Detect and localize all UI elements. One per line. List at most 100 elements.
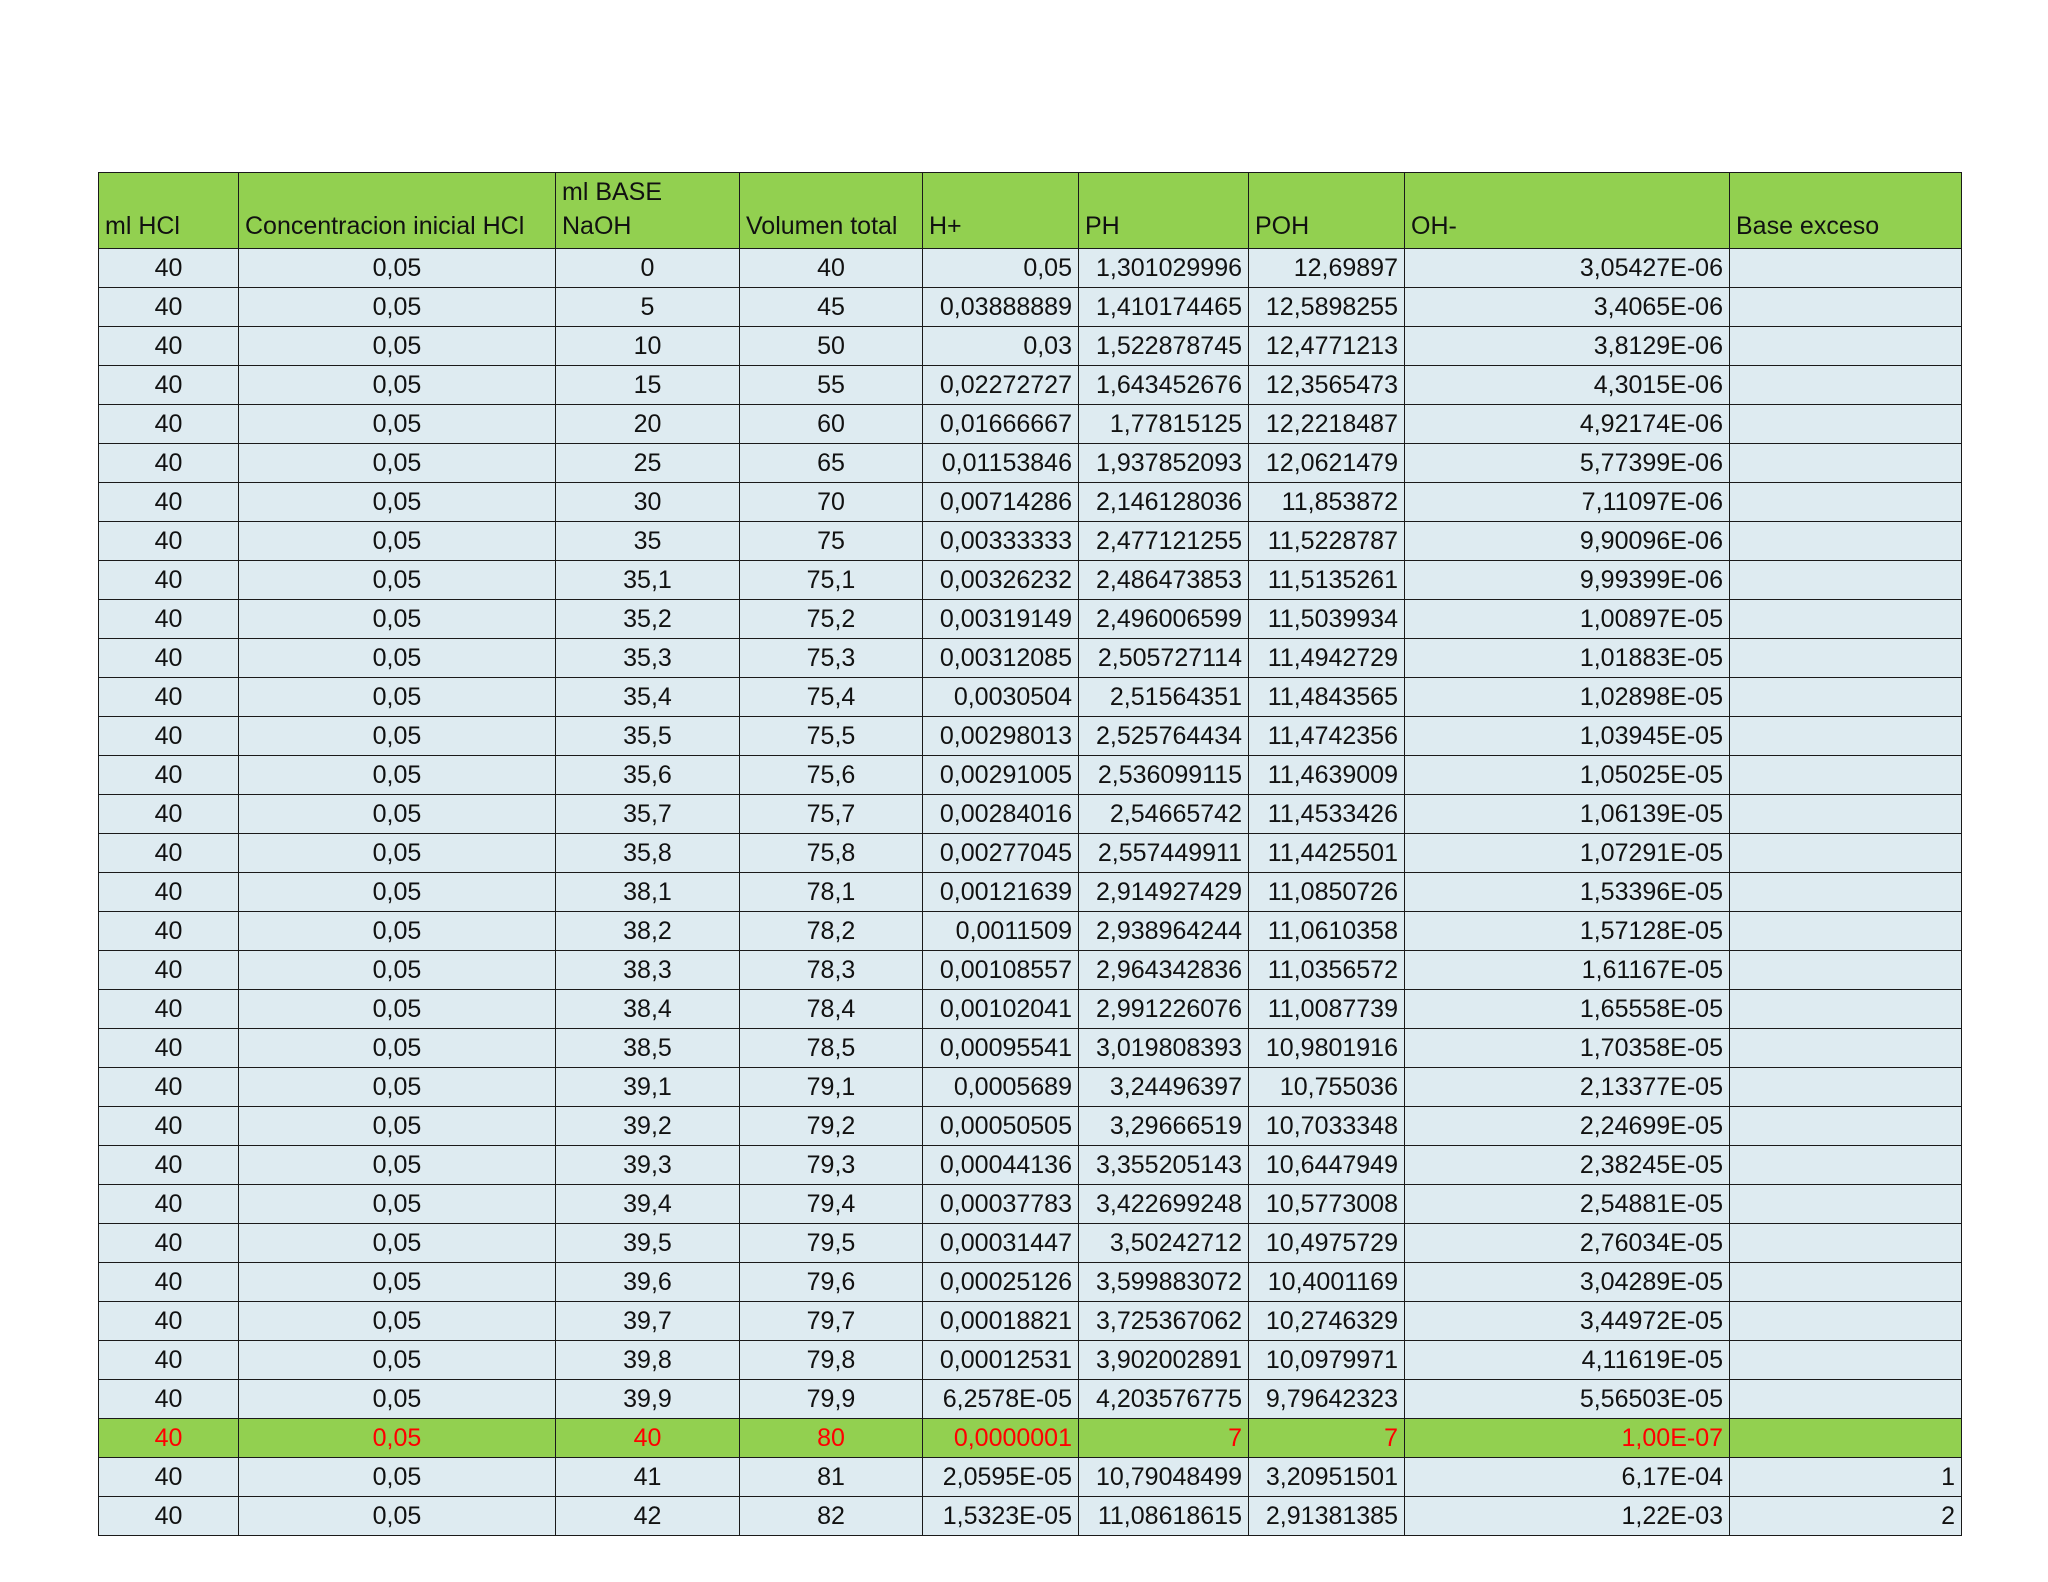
- cell-concentracion: 0,05: [238, 872, 556, 912]
- cell-ph: 2,964342836: [1078, 950, 1249, 990]
- cell-h-plus: 0,00284016: [922, 794, 1079, 834]
- cell-base-exceso: [1729, 599, 1962, 639]
- cell-ml-base: 15: [555, 365, 740, 405]
- header-row: ml HCl Concentracion inicial HCl ml BASE…: [98, 172, 1962, 249]
- cell-h-plus: 0,00326232: [922, 560, 1079, 600]
- cell-ph: 2,938964244: [1078, 911, 1249, 951]
- cell-ph: 3,422699248: [1078, 1184, 1249, 1224]
- table-body: 40 0,05 0 40 0,05 1,301029996 12,69897 3,05427E…: [98, 248, 1962, 1536]
- cell-h-plus: 0,0005689: [922, 1067, 1079, 1107]
- cell-ml-base: 39,6: [555, 1262, 740, 1302]
- cell-ph: 1,522878745: [1078, 326, 1249, 366]
- cell-ml-base: 41: [555, 1457, 740, 1497]
- cell-base-exceso: [1729, 1340, 1962, 1380]
- cell-volumen-total: 75,4: [739, 677, 923, 717]
- cell-volumen-total: 79,7: [739, 1301, 923, 1341]
- cell-ph: 10,79048499: [1078, 1457, 1249, 1497]
- cell-oh-minus: 3,44972E-05: [1404, 1301, 1730, 1341]
- cell-ml-hcl: 40: [98, 1301, 239, 1341]
- table-row: 40 0,05 25 65 0,01153846 1,937852093 12,062147…: [98, 443, 1962, 483]
- cell-ph: 3,355205143: [1078, 1145, 1249, 1185]
- cell-ml-base: 35,1: [555, 560, 740, 600]
- cell-oh-minus: 9,99399E-06: [1404, 560, 1730, 600]
- cell-poh: 11,5228787: [1248, 521, 1405, 561]
- cell-h-plus: 0,00312085: [922, 638, 1079, 678]
- cell-h-plus: 0,00025126: [922, 1262, 1079, 1302]
- cell-ml-base: 40: [555, 1418, 740, 1458]
- cell-ml-base: 35,5: [555, 716, 740, 756]
- cell-h-plus: 6,2578E-05: [922, 1379, 1079, 1419]
- cell-poh: 11,4425501: [1248, 833, 1405, 873]
- cell-concentracion: 0,05: [238, 1301, 556, 1341]
- cell-ml-hcl: 40: [98, 443, 239, 483]
- cell-h-plus: 0,00108557: [922, 950, 1079, 990]
- cell-concentracion: 0,05: [238, 521, 556, 561]
- cell-concentracion: 0,05: [238, 326, 556, 366]
- cell-volumen-total: 79,9: [739, 1379, 923, 1419]
- table-row: 40 0,05 35,8 75,8 0,00277045 2,557449911 11,44…: [98, 833, 1962, 873]
- cell-ml-hcl: 40: [98, 716, 239, 756]
- cell-ml-base: 30: [555, 482, 740, 522]
- header-base-exceso: Base exceso: [1729, 172, 1962, 249]
- table-row: 40 0,05 35,4 75,4 0,0030504 2,51564351 11,4843…: [98, 677, 1962, 717]
- header-ph: PH: [1078, 172, 1249, 249]
- cell-ml-hcl: 40: [98, 1379, 239, 1419]
- cell-concentracion: 0,05: [238, 1067, 556, 1107]
- cell-ml-base: 42: [555, 1496, 740, 1536]
- cell-base-exceso: 1: [1729, 1457, 1962, 1497]
- cell-h-plus: 0,00291005: [922, 755, 1079, 795]
- cell-concentracion: 0,05: [238, 911, 556, 951]
- cell-h-plus: 0,00031447: [922, 1223, 1079, 1263]
- cell-base-exceso: [1729, 326, 1962, 366]
- cell-poh: 10,0979971: [1248, 1340, 1405, 1380]
- cell-oh-minus: 3,8129E-06: [1404, 326, 1730, 366]
- cell-h-plus: 0,00714286: [922, 482, 1079, 522]
- cell-ml-hcl: 40: [98, 911, 239, 951]
- cell-ml-base: 35,6: [555, 755, 740, 795]
- cell-concentracion: 0,05: [238, 1106, 556, 1146]
- cell-base-exceso: [1729, 287, 1962, 327]
- cell-ph: 2,54665742: [1078, 794, 1249, 834]
- cell-ml-hcl: 40: [98, 404, 239, 444]
- cell-concentracion: 0,05: [238, 989, 556, 1029]
- cell-base-exceso: [1729, 638, 1962, 678]
- cell-ph: 3,50242712: [1078, 1223, 1249, 1263]
- cell-base-exceso: [1729, 1067, 1962, 1107]
- cell-ph: 2,525764434: [1078, 716, 1249, 756]
- cell-ml-hcl: 40: [98, 1028, 239, 1068]
- cell-base-exceso: [1729, 872, 1962, 912]
- table-row: 40 0,05 0 40 0,05 1,301029996 12,69897 3,05427E…: [98, 248, 1962, 288]
- cell-oh-minus: 1,53396E-05: [1404, 872, 1730, 912]
- cell-volumen-total: 75,7: [739, 794, 923, 834]
- cell-oh-minus: 2,76034E-05: [1404, 1223, 1730, 1263]
- cell-poh: 11,5039934: [1248, 599, 1405, 639]
- cell-volumen-total: 79,2: [739, 1106, 923, 1146]
- cell-ph: 1,301029996: [1078, 248, 1249, 288]
- cell-h-plus: 0,05: [922, 248, 1079, 288]
- cell-concentracion: 0,05: [238, 1028, 556, 1068]
- cell-ml-base: 39,5: [555, 1223, 740, 1263]
- cell-volumen-total: 81: [739, 1457, 923, 1497]
- table-row: 40 0,05 38,5 78,5 0,00095541 3,019808393 10,98…: [98, 1028, 1962, 1068]
- cell-ph: 11,08618615: [1078, 1496, 1249, 1536]
- cell-oh-minus: 3,05427E-06: [1404, 248, 1730, 288]
- table-row: 40 0,05 35,5 75,5 0,00298013 2,525764434 11,47…: [98, 716, 1962, 756]
- cell-ml-hcl: 40: [98, 1496, 239, 1536]
- cell-base-exceso: [1729, 365, 1962, 405]
- cell-oh-minus: 1,00E-07: [1404, 1418, 1730, 1458]
- cell-poh: 3,20951501: [1248, 1457, 1405, 1497]
- cell-concentracion: 0,05: [238, 1262, 556, 1302]
- cell-poh: 11,0850726: [1248, 872, 1405, 912]
- cell-ml-base: 38,4: [555, 989, 740, 1029]
- cell-oh-minus: 1,02898E-05: [1404, 677, 1730, 717]
- table-row: 40 0,05 35 75 0,00333333 2,477121255 11,522878…: [98, 521, 1962, 561]
- cell-base-exceso: [1729, 1184, 1962, 1224]
- cell-ph: 2,991226076: [1078, 989, 1249, 1029]
- cell-ml-hcl: 40: [98, 638, 239, 678]
- cell-oh-minus: 2,38245E-05: [1404, 1145, 1730, 1185]
- cell-oh-minus: 1,57128E-05: [1404, 911, 1730, 951]
- cell-poh: 10,4975729: [1248, 1223, 1405, 1263]
- cell-volumen-total: 60: [739, 404, 923, 444]
- cell-poh: 9,79642323: [1248, 1379, 1405, 1419]
- table-row: 40 0,05 41 81 2,0595E-05 10,79048499 3,2095150…: [98, 1457, 1962, 1497]
